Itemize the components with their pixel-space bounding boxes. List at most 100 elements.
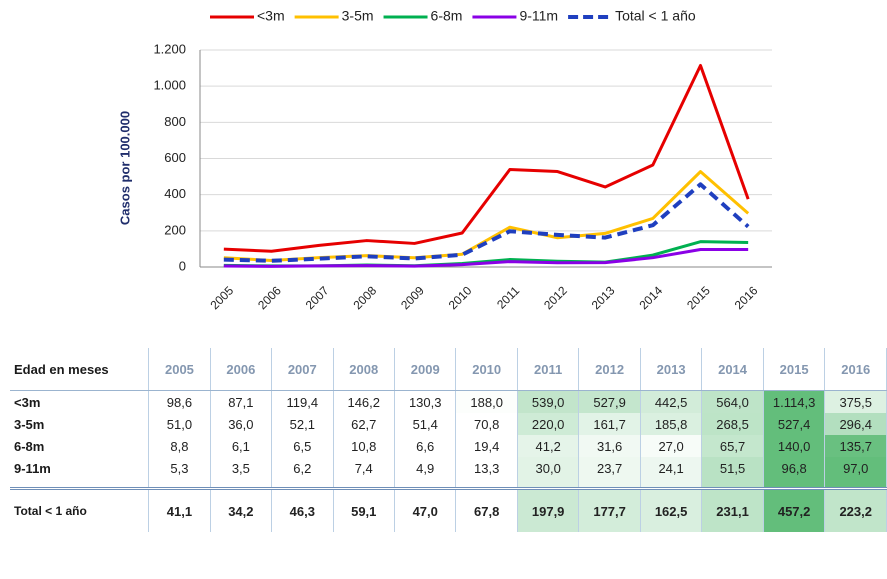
header-cell: 2008	[333, 348, 395, 391]
header-cell: 2015	[763, 348, 826, 391]
table-cell: 96,8	[763, 457, 826, 489]
table-cell: 27,0	[640, 435, 703, 457]
header-cell: 2014	[701, 348, 764, 391]
header-cell: 2007	[271, 348, 334, 391]
row-label: 6-8m	[10, 435, 150, 457]
legend-label: <3m	[257, 8, 285, 24]
table-cell: 51,5	[701, 457, 764, 489]
y-tick-label: 600	[164, 150, 186, 165]
y-tick-label: 200	[164, 222, 186, 237]
y-tick-label: 0	[179, 258, 186, 273]
table-cell: 30,0	[517, 457, 580, 489]
table-cell: 51,0	[148, 413, 211, 435]
table-cell: 52,1	[271, 413, 334, 435]
legend-label: 3-5m	[342, 8, 374, 24]
table-cell: 188,0	[455, 390, 518, 413]
x-tick-label: 2009	[398, 283, 427, 312]
table-cell: 59,1	[333, 487, 395, 532]
table-cell: 8,8	[148, 435, 211, 457]
table-cell: 161,7	[578, 413, 641, 435]
row-label: 3-5m	[10, 413, 150, 435]
x-tick-label: 2008	[350, 283, 379, 312]
table-cell: 6,2	[271, 457, 334, 489]
table-cell: 36,0	[210, 413, 273, 435]
table-cell: 31,6	[578, 435, 641, 457]
table-cell: 220,0	[517, 413, 580, 435]
x-tick-label: 2010	[446, 283, 475, 312]
table-cell: 6,1	[210, 435, 273, 457]
table-cell: 7,4	[333, 457, 395, 489]
table-cell: 1.114,3	[763, 390, 826, 413]
row-label: 9-11m	[10, 457, 150, 489]
table-cell: 34,2	[210, 487, 273, 532]
table-cell: 62,7	[333, 413, 395, 435]
header-cell: 2016	[824, 348, 887, 391]
x-tick-label: 2014	[636, 283, 665, 312]
chart: Casos por 100.000 0 200 400 600 800 1.000 1.20…	[117, 8, 772, 312]
header-row: Edad en meses 2005 2006 2007 2008 2009 2010 201…	[10, 348, 887, 391]
line-series	[223, 63, 750, 253]
table-cell: 6,5	[271, 435, 334, 457]
table-cell: 527,4	[763, 413, 826, 435]
y-tick-label: 800	[164, 114, 186, 129]
table-cell: 41,2	[517, 435, 580, 457]
table-cell: 177,7	[578, 487, 641, 532]
x-tick-label: 2013	[589, 283, 618, 312]
table-cell: 19,4	[455, 435, 518, 457]
x-tick-label: 2012	[541, 283, 570, 312]
header-cell: 2009	[394, 348, 457, 391]
header-cell: 2006	[210, 348, 273, 391]
line-series	[223, 182, 750, 263]
legend-label: 6-8m	[431, 8, 463, 24]
table-cell: 4,9	[394, 457, 457, 489]
table-row: Total < 1 año 41,1 34,2 46,3 59,1 47,0 67,8 197…	[10, 487, 887, 532]
table-cell: 527,9	[578, 390, 641, 413]
table-cell: 130,3	[394, 390, 457, 413]
header-cell: Edad en meses	[10, 348, 150, 391]
table-cell: 6,6	[394, 435, 457, 457]
header-cell: 2010	[455, 348, 518, 391]
x-tick-label: 2007	[303, 283, 332, 312]
table-cell: 375,5	[824, 390, 887, 413]
table-cell: 140,0	[763, 435, 826, 457]
table-cell: 231,1	[701, 487, 764, 532]
table-cell: 539,0	[517, 390, 580, 413]
table-cell: 70,8	[455, 413, 518, 435]
table-cell: 23,7	[578, 457, 641, 489]
table-cell: 442,5	[640, 390, 703, 413]
table-cell: 135,7	[824, 435, 887, 457]
table-cell: 5,3	[148, 457, 211, 489]
row-label: Total < 1 año	[10, 487, 150, 532]
table-cell: 97,0	[824, 457, 887, 489]
line-series	[223, 247, 749, 268]
table-cell: 13,3	[455, 457, 518, 489]
x-tick-label: 2011	[494, 283, 522, 311]
table-cell: 146,2	[333, 390, 395, 413]
table-cell: 67,8	[455, 487, 518, 532]
legend-label: 9-11m	[519, 8, 558, 24]
table-cell: 197,9	[517, 487, 580, 532]
header-cell: 2005	[148, 348, 211, 391]
y-tick-label: 400	[164, 186, 186, 201]
table-cell: 10,8	[333, 435, 395, 457]
table-cell: 65,7	[701, 435, 764, 457]
table-cell: 3,5	[210, 457, 273, 489]
table-row: 9-11m 5,3 3,5 6,2 7,4 4,9 13,3 30,0 23,7 24,1 51,5…	[10, 457, 887, 489]
table-cell: 457,2	[763, 487, 826, 532]
table-cell: 162,5	[640, 487, 703, 532]
table-cell: 87,1	[210, 390, 273, 413]
y-tick-label: 1.200	[153, 41, 186, 56]
table-cell: 296,4	[824, 413, 887, 435]
table-cell: 98,6	[148, 390, 211, 413]
table-cell: 46,3	[271, 487, 334, 532]
data-table: Edad en meses 2005 2006 2007 2008 2009 2010 201…	[10, 348, 887, 532]
y-axis-label: Casos por 100.000	[117, 111, 132, 225]
header-cell: 2013	[640, 348, 703, 391]
table-cell: 24,1	[640, 457, 703, 489]
table-cell: 119,4	[271, 390, 334, 413]
table-cell: 47,0	[394, 487, 457, 532]
header-cell: 2011	[517, 348, 580, 391]
table-row: <3m 98,6 87,1 119,4 146,2 130,3 188,0 539,0 527,…	[10, 390, 887, 413]
row-label: <3m	[10, 390, 150, 413]
